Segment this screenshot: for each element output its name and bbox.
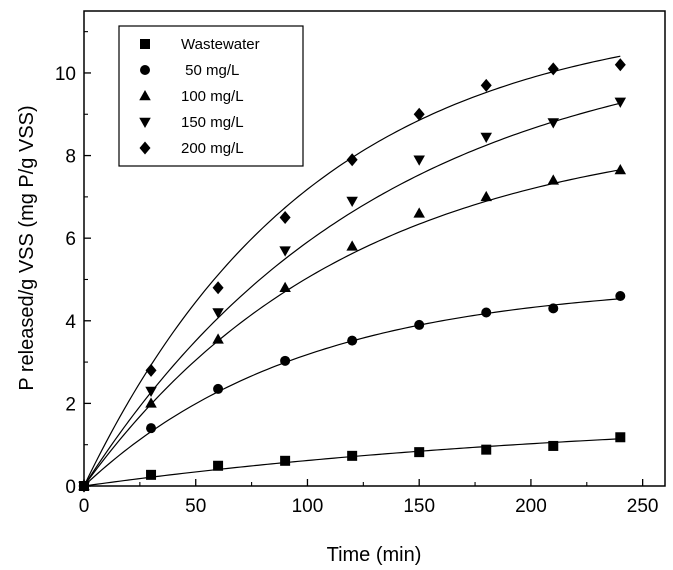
x-tick-label-4: 200 <box>515 496 547 517</box>
point-3-5 <box>413 155 425 166</box>
legend-label-4: 200 mg/L <box>181 140 244 157</box>
point-1-7 <box>548 303 559 314</box>
x-tick-label-1: 50 <box>185 496 206 517</box>
point-0-7 <box>548 440 559 451</box>
point-4-8 <box>614 58 626 72</box>
legend-marker-4 <box>139 141 151 155</box>
point-1-4 <box>347 335 358 346</box>
point-4-2 <box>212 281 224 295</box>
fit-curve-2 <box>83 169 621 487</box>
point-3-4 <box>346 196 358 207</box>
axis-ticks: 0 50 100 150 200 250 0 2 4 6 8 10 <box>55 31 659 517</box>
y-tick-label-1: 2 <box>65 394 76 415</box>
point-1-8 <box>615 291 626 301</box>
point-3-1 <box>145 386 157 397</box>
y-tick-label-0: 0 <box>65 477 76 498</box>
point-4-4 <box>346 153 358 167</box>
point-1-3 <box>280 355 291 366</box>
point-2-2 <box>212 333 224 344</box>
point-0-4 <box>347 450 358 461</box>
y-tick-label-3: 6 <box>65 229 76 250</box>
point-3-7 <box>547 118 560 129</box>
legend-label-1: 50 mg/L <box>181 62 239 79</box>
plot-frame <box>83 10 666 487</box>
x-tick-label-3: 150 <box>403 496 435 517</box>
fit-curve-3 <box>83 102 621 487</box>
legend-marker-0 <box>140 39 150 49</box>
point-2-8 <box>614 164 627 175</box>
point-2-6 <box>480 190 492 202</box>
point-4-3 <box>279 211 291 225</box>
point-3-2 <box>212 308 224 319</box>
point-2-5 <box>413 207 425 218</box>
point-3-3 <box>279 246 291 257</box>
y-tick-label-2: 4 <box>65 312 76 333</box>
point-3-6 <box>480 132 492 143</box>
point-0-8 <box>615 432 626 443</box>
x-tick-label-0: 0 <box>79 496 90 517</box>
legend: Wastewater 50 mg/L 100 mg/L 150 mg/L 200 mg… <box>118 25 304 167</box>
point-4-1 <box>145 363 157 377</box>
x-axis-title: Time (min) <box>327 544 422 566</box>
point-2-3 <box>279 281 291 292</box>
x-tick-label-5: 250 <box>627 496 659 517</box>
point-4-7 <box>547 62 559 76</box>
legend-box <box>118 25 304 167</box>
legend-label-0: Wastewater <box>181 36 260 53</box>
legend-marker-3 <box>139 117 151 128</box>
y-tick-label-5: 10 <box>55 64 76 85</box>
legend-label-2: 100 mg/L <box>181 88 244 105</box>
point-0-1 <box>146 469 157 480</box>
legend-marker-2 <box>139 90 151 101</box>
point-2-4 <box>346 240 358 251</box>
point-1-5 <box>414 319 425 330</box>
x-tick-label-2: 100 <box>292 496 324 517</box>
point-1-1 <box>146 423 157 434</box>
point-1-2 <box>213 383 224 394</box>
point-4-6 <box>480 78 492 92</box>
legend-marker-1 <box>140 65 150 75</box>
point-4-0 <box>78 479 90 493</box>
data-points <box>78 58 627 493</box>
y-axis-title: P released/g VSS (mg P/g VSS) <box>16 105 38 390</box>
point-1-6 <box>481 307 492 318</box>
y-tick-label-4: 8 <box>65 147 76 168</box>
legend-label-3: 150 mg/L <box>181 114 244 131</box>
point-2-1 <box>145 397 157 408</box>
point-2-7 <box>547 174 560 185</box>
point-0-2 <box>213 460 224 471</box>
point-4-5 <box>413 107 425 121</box>
point-0-3 <box>280 455 291 466</box>
fit-curve-0 <box>83 438 621 487</box>
point-0-6 <box>481 444 492 455</box>
point-3-8 <box>614 97 627 108</box>
point-0-5 <box>414 447 425 458</box>
